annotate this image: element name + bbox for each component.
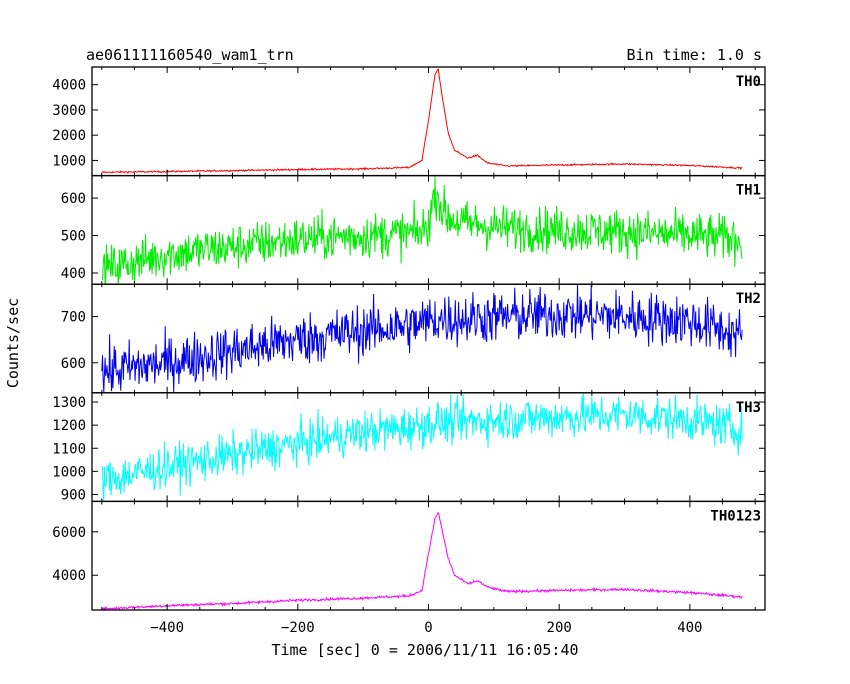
y-tick-label: 600 [61,356,86,372]
panel-th3: 900 1000 1100 1200 1300 TH3 [52,392,766,503]
x-tick-label: 0 [424,620,432,636]
panel-th0: 1000 2000 3000 4000 TH0 [52,66,766,177]
y-tick-label: 1000 [52,153,86,169]
x-tick-label: −400 [150,620,184,636]
series-line-th0 [101,68,743,174]
panel-frame [91,283,766,394]
bin-time-label: Bin time: 1.0 s [627,46,762,64]
panel-th2: 600 700 TH2 [61,283,766,394]
series-line-th0123 [101,512,743,612]
y-tick-label: 3000 [52,103,86,119]
y-tick-label: 400 [61,266,86,282]
panel-th1: 400 500 600 TH1 [61,174,766,285]
series-line-th2 [101,284,743,393]
x-tick-label: 200 [547,620,572,636]
y-axis-label: Counts/sec [4,298,22,388]
y-tick-label: 4000 [52,78,86,94]
y-tick-label: 1000 [52,464,86,480]
panel-th0123: 4000 6000 TH0123 [52,500,766,612]
series-line-th1 [101,176,743,285]
y-tick-label: 6000 [52,525,86,541]
y-tick-label: 1300 [52,395,86,411]
y-tick-label: 2000 [52,128,86,144]
y-tick-label: 1200 [52,418,86,434]
series-line-th3 [101,393,743,501]
panel-group: 1000 2000 3000 4000 TH0 400 500 600 TH1 600 700 TH2… [52,66,766,612]
y-tick-label: 500 [61,229,86,245]
x-axis: −400 −200 0 200 400 [150,620,702,636]
y-tick-label: 600 [61,191,86,207]
series-label: TH3 [736,400,761,416]
x-axis-label: Time [sec] 0 = 2006/11/11 16:05:40 [271,641,578,659]
y-tick-label: 900 [61,487,86,503]
series-label: TH0123 [710,508,761,524]
series-label: TH1 [736,183,761,199]
y-tick-label: 1100 [52,441,86,457]
y-tick-label: 4000 [52,568,86,584]
y-tick-label: 700 [61,310,86,326]
figure-title: ae061111160540_wam1_trn [86,46,294,64]
x-tick-label: −200 [281,620,315,636]
series-label: TH2 [736,291,761,307]
series-label: TH0 [736,74,761,90]
x-tick-label: 400 [677,620,702,636]
